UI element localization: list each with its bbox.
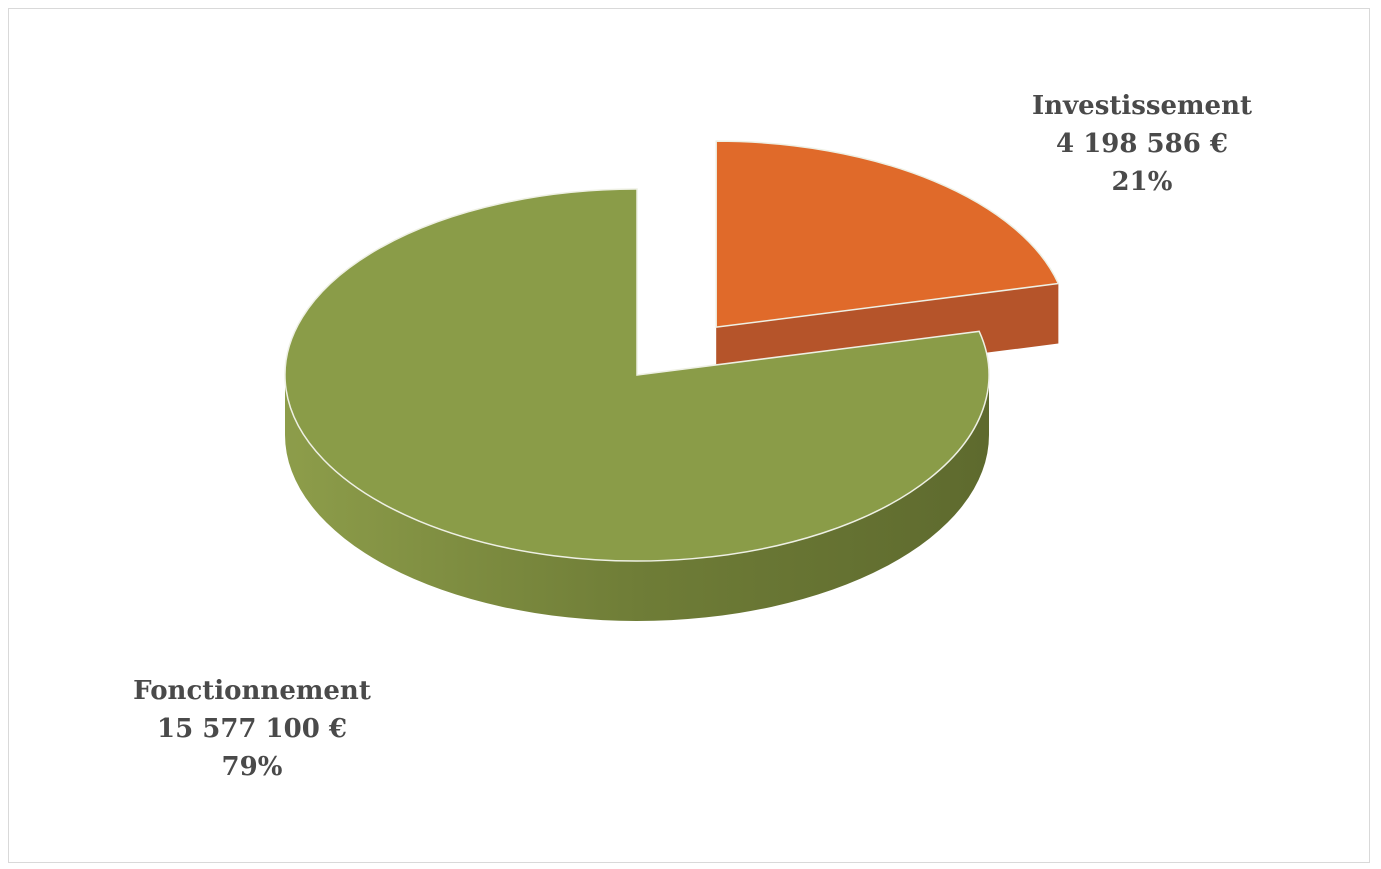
slice-label-fonctionnement: Fonctionnement 15 577 100 € 79% — [133, 676, 371, 782]
pie-slice-side-fonctionnement — [285, 375, 989, 621]
slice-label-investissement-name: Investissement — [1032, 91, 1252, 121]
pie-slices — [284, 140, 1060, 621]
pie-slice-fonctionnement — [284, 188, 990, 621]
slice-label-fonctionnement-value: 15 577 100 € — [157, 714, 347, 744]
slice-label-investissement-value: 4 198 586 € — [1056, 129, 1228, 159]
slice-label-fonctionnement-percent: 79% — [222, 752, 283, 782]
pie-slice-top-fonctionnement — [284, 188, 990, 562]
slice-label-investissement: Investissement 4 198 586 € 21% — [1032, 91, 1252, 197]
slice-label-investissement-percent: 21% — [1112, 167, 1173, 197]
pie-slice-top-investissement — [715, 140, 1060, 329]
slice-label-fonctionnement-name: Fonctionnement — [133, 676, 371, 706]
